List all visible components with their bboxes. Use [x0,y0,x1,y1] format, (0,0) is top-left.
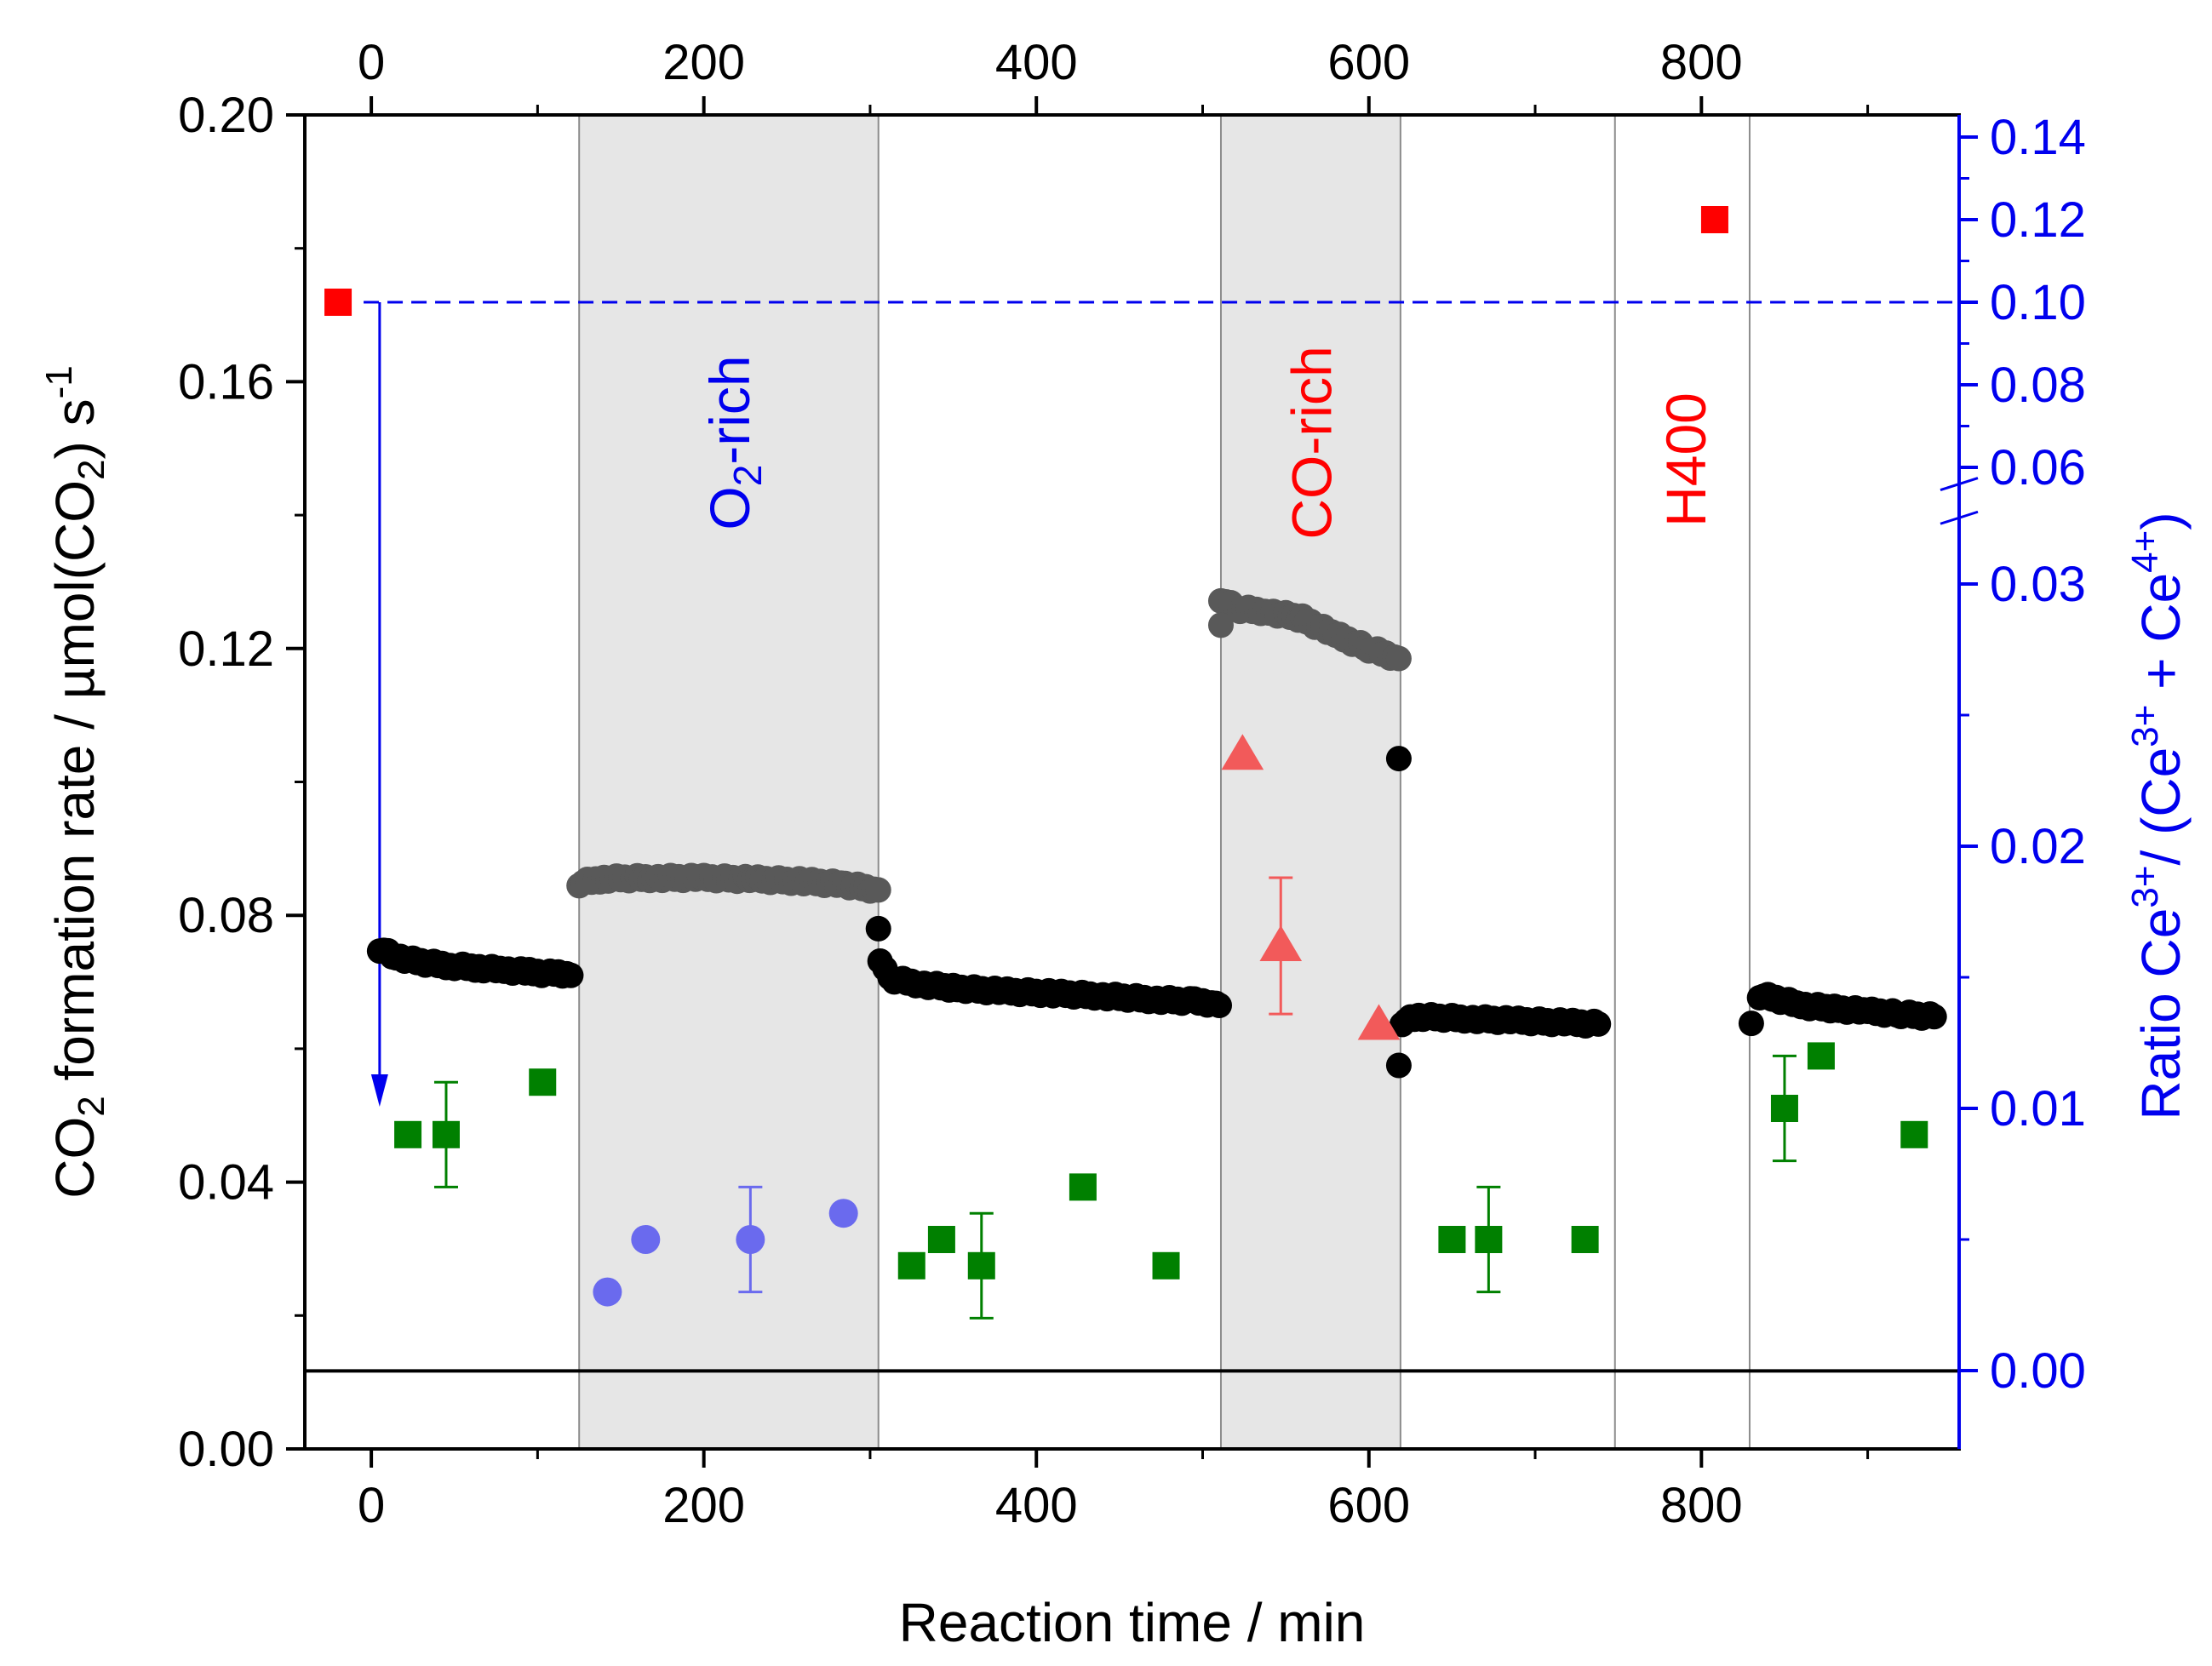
y-axis-title: CO2 formation rate / µmol(CO2) s-1 [38,365,112,1198]
rate-s1-g0-end [865,877,891,903]
ratio-s0-pt-4 [927,1226,955,1253]
region-boundaries [578,115,1751,1449]
rate-s0-g0-end [558,962,584,988]
data-points [324,206,1947,1320]
ratio-s3-pt-0 [324,289,352,316]
region-label-2: H400 [1654,392,1717,527]
y2-axis-break-mark-bottom [1940,477,1979,492]
y2-tick-label-lower-3: 0.03 [1990,557,2086,612]
rate-s0-single-0 [1206,992,1233,1018]
y2-tick-label-upper-0: 0.06 [1990,440,2086,495]
ratio-s2-pt-1 [1259,925,1303,962]
ratio-s0-pt-9 [1475,1226,1503,1253]
region-shade-1 [1220,115,1401,1449]
y2-tick-label-upper-2: 0.10 [1990,275,2086,330]
ratio-s0-pt-8 [1438,1226,1466,1253]
x-axis-title: Reaction time / min [899,1592,1366,1653]
y2-tick-label-upper-1: 0.08 [1990,358,2086,413]
y-tick-label-1: 0.04 [178,1155,274,1211]
x-tick-label-bottom-1: 200 [662,1478,745,1533]
ratio-s0-pt-0 [394,1120,422,1148]
y2-axis-break-mark-top [1940,510,1979,525]
y-tick-label-5: 0.20 [178,88,274,143]
y-tick-label-3: 0.12 [178,621,274,677]
region-shade-0 [579,115,879,1449]
ratio-s0-pt-2 [529,1068,557,1096]
x-tick-label-top-0: 0 [358,35,385,90]
ratio-s0-pt-10 [1571,1226,1599,1253]
ratio-s0-pt-11 [1770,1095,1798,1122]
ratio-s3-pt-1 [1700,206,1728,233]
y2-axis-title: Ratio Ce3+/ (Ce3+ + Ce4+) [2124,512,2192,1119]
y2-tick-label-upper-3: 0.12 [1990,192,2086,248]
ratio-s0-pt-5 [967,1251,995,1280]
x-tick-label-bottom-4: 800 [1660,1478,1743,1533]
rate-s1-g1-end [1385,645,1412,672]
rate-s0-g3-end [1921,1004,1947,1030]
ratio-s0-pt-7 [1152,1251,1180,1280]
ratio-s0-pt-12 [1807,1042,1835,1070]
region-label-1: CO-rich [1280,346,1343,539]
x-tick-label-bottom-2: 400 [995,1478,1078,1533]
ratio-s1-pt-2 [736,1225,765,1254]
region-label-0: O2-rich [698,355,770,530]
ratio-s0-pt-6 [1069,1173,1097,1201]
axes: 0 0 200 200 400 400 600 600 800 800 0.00 0.04 0.08 0.… [178,35,2086,1533]
ratio-s0-pt-1 [432,1120,460,1148]
y-tick-label-0: 0.00 [178,1422,274,1477]
rate-s1-single-0 [1207,612,1234,638]
plot-frame [303,113,1961,1451]
x-tick-label-top-4: 800 [1660,35,1743,90]
ratio-s2-pt-0 [1221,734,1264,770]
ratio-s0-pt-3 [897,1251,925,1280]
reference-arrow-head [370,1074,388,1107]
region-labels: O2-rich CO-rich H400 [698,346,1717,539]
ratio-s0-pt-13 [1900,1120,1928,1148]
x-tick-label-top-3: 600 [1327,35,1410,90]
rate-s0-single-3 [1738,1010,1764,1037]
y-tick-label-2: 0.08 [178,888,274,943]
y2-tick-label-lower-0: 0.00 [1990,1343,2086,1399]
x-tick-label-top-1: 200 [662,35,745,90]
rate-s0-single-1 [1385,746,1412,772]
x-tick-label-bottom-3: 600 [1327,1478,1410,1533]
rate-s0-g2-end [1585,1010,1612,1037]
x-tick-label-bottom-0: 0 [358,1478,385,1533]
ratio-s1-pt-1 [631,1225,661,1254]
y-tick-label-4: 0.16 [178,354,274,409]
ratio-s1-pt-3 [828,1199,858,1228]
y2-tick-label-lower-1: 0.01 [1990,1081,2086,1136]
x-tick-label-top-2: 400 [995,35,1078,90]
ratio-s2-pt-2 [1357,1004,1401,1040]
rate-s0-single-4 [865,915,891,942]
rate-s0-single-2 [1385,1052,1412,1079]
ratio-s1-pt-0 [593,1277,622,1307]
y2-tick-label-lower-2: 0.02 [1990,819,2086,874]
reaction-regions [579,115,1401,1449]
y2-tick-label-upper-4: 0.14 [1990,110,2086,165]
